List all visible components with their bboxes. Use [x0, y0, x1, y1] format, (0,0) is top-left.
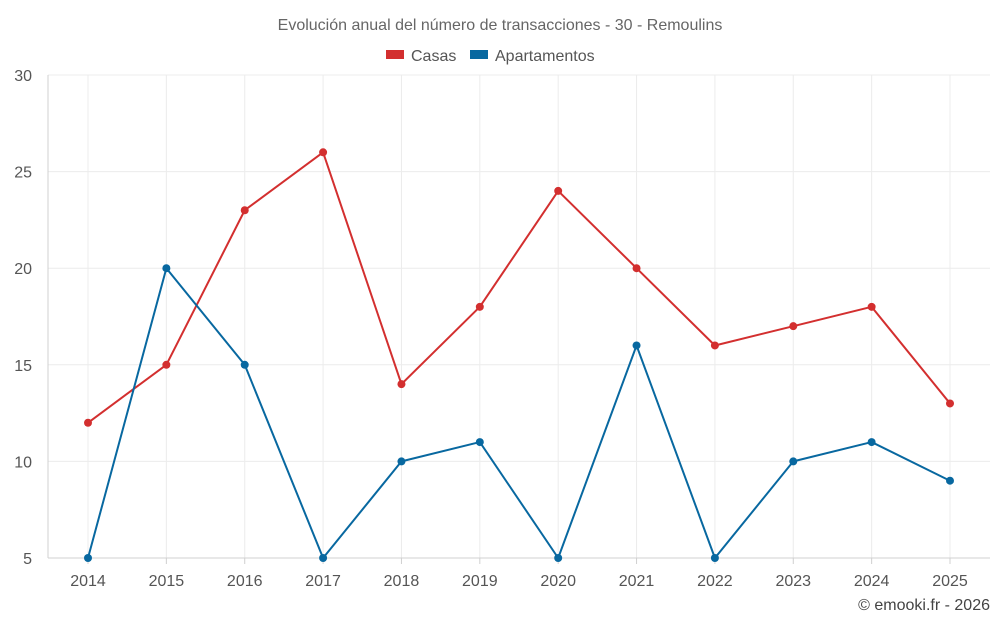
legend-label: Casas — [411, 48, 456, 65]
x-axis: 2014 2015 2016 2017 2018 2019 2020 2021 2022 2023… — [70, 558, 968, 590]
y-tick-label: 30 — [14, 68, 32, 85]
data-point-apartamentos-2024[interactable] — [867, 438, 876, 447]
legend: Casas Apartamentos — [386, 48, 595, 65]
y-axis: 5 10 15 20 25 30 — [14, 68, 32, 568]
x-tick-label: 2024 — [854, 573, 890, 590]
data-point-casas-2023[interactable] — [789, 322, 798, 331]
data-point-apartamentos-2021[interactable] — [632, 341, 641, 350]
legend-label: Apartamentos — [495, 48, 595, 65]
credit-text: © emooki.fr - 2026 — [858, 597, 990, 614]
data-point-apartamentos-2023[interactable] — [789, 457, 798, 466]
y-tick-label: 5 — [23, 551, 32, 568]
x-tick-label: 2020 — [540, 573, 576, 590]
data-point-apartamentos-2016[interactable] — [240, 360, 249, 369]
series-line-apartamentos — [87, 267, 951, 559]
data-point-casas-2014[interactable] — [84, 418, 92, 427]
data-point-casas-2016[interactable] — [240, 206, 249, 215]
x-tick-label: 2017 — [305, 573, 341, 590]
data-point-apartamentos-2018[interactable] — [397, 457, 406, 466]
grid — [47, 74, 990, 559]
data-point-casas-2020[interactable] — [554, 186, 563, 195]
x-tick-label: 2016 — [227, 573, 263, 590]
y-tick-label: 20 — [14, 261, 32, 278]
data-point-casas-2022[interactable] — [710, 341, 719, 350]
data-point-casas-2024[interactable] — [867, 302, 876, 311]
data-point-apartamentos-2020[interactable] — [554, 554, 563, 562]
y-tick-label: 25 — [14, 165, 32, 182]
x-tick-label: 2021 — [619, 573, 655, 590]
x-tick-label: 2018 — [384, 573, 420, 590]
x-tick-label: 2025 — [932, 573, 968, 590]
data-point-casas-2018[interactable] — [397, 380, 406, 389]
legend-swatch — [386, 50, 404, 59]
data-point-casas-2021[interactable] — [632, 264, 641, 273]
legend-item-apartamentos[interactable]: Apartamentos — [470, 48, 595, 65]
data-point-casas-2025[interactable] — [946, 399, 954, 408]
y-tick-label: 10 — [14, 454, 32, 471]
x-tick-label: 2022 — [697, 573, 733, 590]
data-point-apartamentos-2019[interactable] — [475, 438, 484, 447]
series-line-casas — [87, 151, 951, 424]
data-point-casas-2019[interactable] — [475, 302, 484, 311]
x-tick-label: 2019 — [462, 573, 498, 590]
x-tick-label: 2015 — [149, 573, 185, 590]
x-tick-label: 2023 — [775, 573, 811, 590]
data-point-apartamentos-2022[interactable] — [710, 554, 719, 562]
y-tick-label: 15 — [14, 358, 32, 375]
data-point-apartamentos-2015[interactable] — [162, 264, 171, 273]
chart-title: Evolución anual del número de transaccio… — [278, 17, 723, 34]
legend-item-casas[interactable]: Casas — [386, 48, 456, 65]
data-point-apartamentos-2025[interactable] — [946, 476, 954, 485]
legend-swatch — [470, 50, 488, 59]
x-tick-label: 2014 — [70, 573, 106, 590]
data-point-casas-2015[interactable] — [162, 360, 171, 369]
series-group — [84, 148, 954, 562]
data-point-apartamentos-2017[interactable] — [319, 554, 328, 562]
data-point-casas-2017[interactable] — [319, 148, 328, 157]
data-point-apartamentos-2014[interactable] — [84, 554, 92, 562]
